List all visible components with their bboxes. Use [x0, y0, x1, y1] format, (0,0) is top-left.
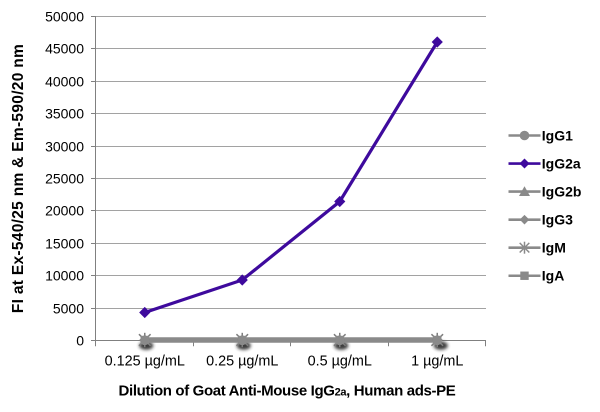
svg-text:50000: 50000	[45, 9, 84, 25]
svg-text:35000: 35000	[45, 106, 84, 122]
svg-text:0.5 µg/mL: 0.5 µg/mL	[308, 354, 372, 370]
svg-text:IgM: IgM	[542, 240, 566, 256]
svg-text:FI at Ex-540/25 nm & Em-590/20: FI at Ex-540/25 nm & Em-590/20 nm	[10, 44, 27, 313]
svg-text:20000: 20000	[45, 203, 84, 219]
svg-text:30000: 30000	[45, 139, 84, 155]
svg-text:0.25 µg/mL: 0.25 µg/mL	[206, 354, 278, 370]
svg-text:10000: 10000	[45, 268, 84, 284]
svg-text:IgG3: IgG3	[542, 212, 573, 228]
svg-text:IgG2b: IgG2b	[542, 184, 582, 200]
svg-text:25000: 25000	[45, 171, 84, 187]
svg-text:5000: 5000	[53, 301, 84, 317]
svg-text:45000: 45000	[45, 41, 84, 57]
svg-text:40000: 40000	[45, 74, 84, 90]
svg-text:15000: 15000	[45, 236, 84, 252]
svg-text:IgA: IgA	[542, 268, 565, 284]
svg-text:IgG1: IgG1	[542, 127, 573, 143]
svg-text:1 µg/mL: 1 µg/mL	[411, 354, 463, 370]
svg-text:0.125 µg/mL: 0.125 µg/mL	[105, 354, 185, 370]
svg-text:0: 0	[76, 333, 84, 349]
svg-text:IgG2a: IgG2a	[542, 155, 581, 171]
svg-text:Dilution of Goat Anti-Mouse Ig: Dilution of Goat Anti-Mouse IgG2a, Human…	[119, 383, 456, 400]
